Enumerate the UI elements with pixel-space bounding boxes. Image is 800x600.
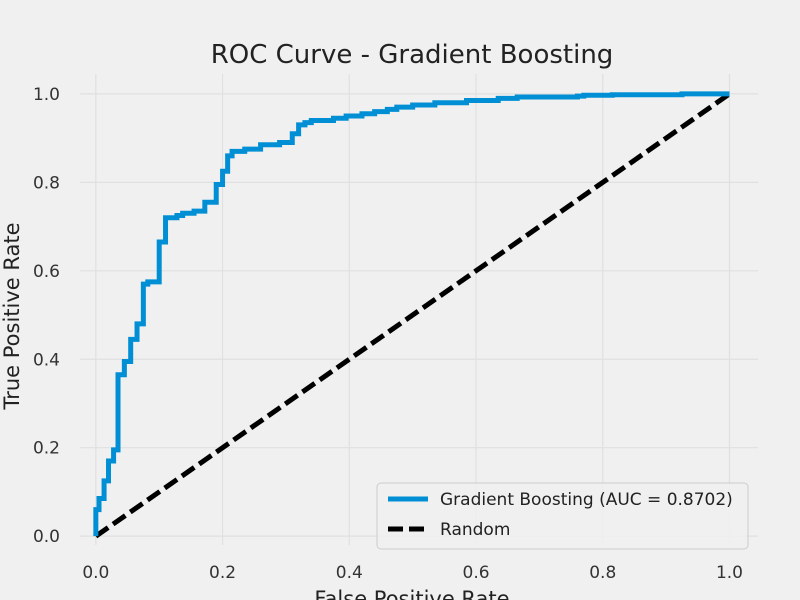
- y-tick-label: 0.2: [33, 439, 60, 459]
- plot-lines: [93, 91, 731, 539]
- x-tick-label: 0.4: [336, 563, 363, 583]
- x-tick-label: 1.0: [716, 563, 743, 583]
- x-tick-label: 0.6: [463, 563, 490, 583]
- x-axis-label: False Positive Rate: [314, 587, 509, 600]
- y-tick-label: 0.0: [33, 527, 60, 547]
- x-tick-label: 0.0: [82, 563, 109, 583]
- random-baseline-line: [94, 91, 731, 539]
- x-tick-label: 0.8: [589, 563, 616, 583]
- legend-box: [376, 482, 749, 550]
- y-tick-label: 0.4: [33, 350, 60, 370]
- legend-label-random: Random: [440, 520, 510, 540]
- chart-title: ROC Curve - Gradient Boosting: [211, 40, 614, 70]
- roc-curve-line: [93, 91, 730, 537]
- tick-labels: 0.0 0.2 0.4 0.6 0.8 1.0 0.0 0.2 0.4 0.6 0.8 1.0: [33, 85, 743, 583]
- grid: [80, 74, 758, 545]
- y-tick-label: 1.0: [33, 85, 60, 105]
- x-tick-label: 0.2: [209, 563, 236, 583]
- y-axis-label: True Positive Rate: [0, 222, 24, 410]
- legend-label-gradient-boosting: Gradient Boosting (AUC = 0.8702): [440, 490, 733, 510]
- legend: Gradient Boosting (AUC = 0.8702) Random: [376, 482, 749, 550]
- y-tick-label: 0.8: [33, 173, 60, 193]
- y-tick-label: 0.6: [33, 262, 60, 282]
